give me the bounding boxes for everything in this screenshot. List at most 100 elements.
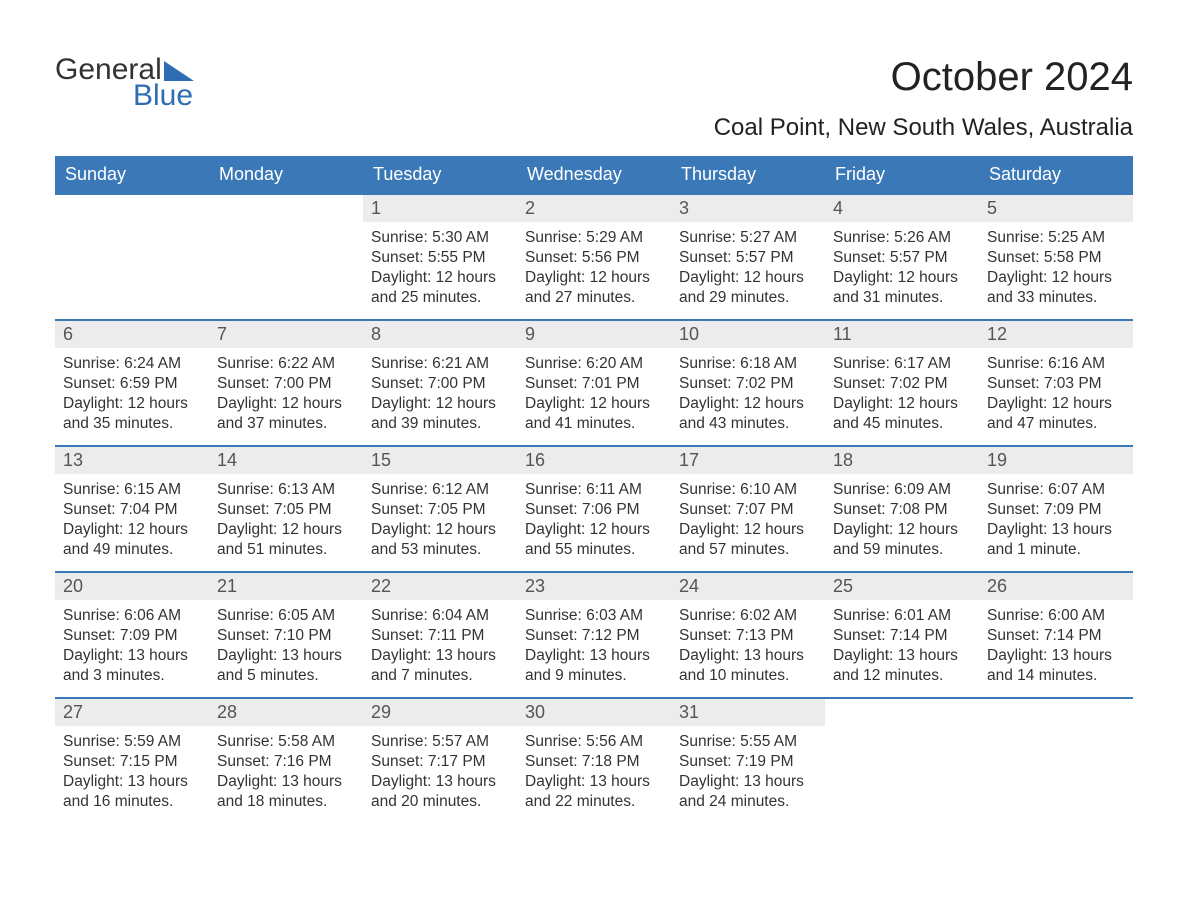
daylight-line1: Daylight: 12 hours — [679, 268, 817, 288]
day-number: 17 — [671, 447, 825, 474]
sunrise-line: Sunrise: 6:09 AM — [833, 480, 971, 500]
days-of-week-header: SundayMondayTuesdayWednesdayThursdayFrid… — [55, 156, 1133, 193]
sunrise-line: Sunrise: 6:12 AM — [371, 480, 509, 500]
daylight-line1: Daylight: 12 hours — [525, 520, 663, 540]
sunset-line: Sunset: 7:08 PM — [833, 500, 971, 520]
sunrise-line: Sunrise: 5:57 AM — [371, 732, 509, 752]
sunrise-line: Sunrise: 6:05 AM — [217, 606, 355, 626]
sunset-line: Sunset: 7:02 PM — [833, 374, 971, 394]
sunrise-line: Sunrise: 6:00 AM — [987, 606, 1125, 626]
daylight-line2: and 9 minutes. — [525, 666, 663, 686]
location-subtitle: Coal Point, New South Wales, Australia — [714, 114, 1133, 142]
day-body: Sunrise: 6:15 AMSunset: 7:04 PMDaylight:… — [55, 474, 209, 569]
sunrise-line: Sunrise: 6:06 AM — [63, 606, 201, 626]
daylight-line1: Daylight: 12 hours — [63, 394, 201, 414]
day-cell — [825, 699, 979, 823]
daylight-line1: Daylight: 13 hours — [217, 646, 355, 666]
brand-triangle-icon — [164, 61, 194, 81]
daylight-line1: Daylight: 12 hours — [371, 268, 509, 288]
day-cell — [979, 699, 1133, 823]
daylight-line2: and 41 minutes. — [525, 414, 663, 434]
day-cell: 27Sunrise: 5:59 AMSunset: 7:15 PMDayligh… — [55, 699, 209, 823]
sunset-line: Sunset: 7:19 PM — [679, 752, 817, 772]
day-body: Sunrise: 6:02 AMSunset: 7:13 PMDaylight:… — [671, 600, 825, 695]
daylight-line1: Daylight: 13 hours — [63, 646, 201, 666]
daylight-line2: and 16 minutes. — [63, 792, 201, 812]
sunset-line: Sunset: 7:00 PM — [371, 374, 509, 394]
sunrise-line: Sunrise: 5:25 AM — [987, 228, 1125, 248]
sunset-line: Sunset: 5:57 PM — [679, 248, 817, 268]
day-cell: 15Sunrise: 6:12 AMSunset: 7:05 PMDayligh… — [363, 447, 517, 571]
sunrise-line: Sunrise: 6:10 AM — [679, 480, 817, 500]
day-number: 30 — [517, 699, 671, 726]
sunrise-line: Sunrise: 6:18 AM — [679, 354, 817, 374]
daylight-line1: Daylight: 12 hours — [679, 394, 817, 414]
daylight-line1: Daylight: 13 hours — [371, 772, 509, 792]
sunset-line: Sunset: 7:00 PM — [217, 374, 355, 394]
day-cell: 17Sunrise: 6:10 AMSunset: 7:07 PMDayligh… — [671, 447, 825, 571]
day-number: 22 — [363, 573, 517, 600]
brand-logo: General Blue — [55, 55, 194, 111]
day-number: 23 — [517, 573, 671, 600]
day-cell: 11Sunrise: 6:17 AMSunset: 7:02 PMDayligh… — [825, 321, 979, 445]
sunset-line: Sunset: 7:13 PM — [679, 626, 817, 646]
daylight-line2: and 35 minutes. — [63, 414, 201, 434]
day-body: Sunrise: 6:05 AMSunset: 7:10 PMDaylight:… — [209, 600, 363, 695]
day-cell: 4Sunrise: 5:26 AMSunset: 5:57 PMDaylight… — [825, 195, 979, 319]
daylight-line1: Daylight: 12 hours — [63, 520, 201, 540]
sunset-line: Sunset: 7:05 PM — [371, 500, 509, 520]
sunrise-line: Sunrise: 6:22 AM — [217, 354, 355, 374]
sunrise-line: Sunrise: 6:17 AM — [833, 354, 971, 374]
sunset-line: Sunset: 5:57 PM — [833, 248, 971, 268]
dow-cell: Saturday — [979, 156, 1133, 193]
day-number: 1 — [363, 195, 517, 222]
sunset-line: Sunset: 7:16 PM — [217, 752, 355, 772]
daylight-line2: and 37 minutes. — [217, 414, 355, 434]
daylight-line2: and 39 minutes. — [371, 414, 509, 434]
day-body: Sunrise: 6:24 AMSunset: 6:59 PMDaylight:… — [55, 348, 209, 443]
day-body: Sunrise: 6:09 AMSunset: 7:08 PMDaylight:… — [825, 474, 979, 569]
day-body: Sunrise: 6:06 AMSunset: 7:09 PMDaylight:… — [55, 600, 209, 695]
daylight-line2: and 57 minutes. — [679, 540, 817, 560]
day-number: 21 — [209, 573, 363, 600]
dow-cell: Sunday — [55, 156, 209, 193]
daylight-line1: Daylight: 12 hours — [371, 394, 509, 414]
day-number: 18 — [825, 447, 979, 474]
daylight-line2: and 18 minutes. — [217, 792, 355, 812]
day-number: 20 — [55, 573, 209, 600]
daylight-line1: Daylight: 12 hours — [833, 394, 971, 414]
day-number: 24 — [671, 573, 825, 600]
daylight-line2: and 29 minutes. — [679, 288, 817, 308]
day-cell: 16Sunrise: 6:11 AMSunset: 7:06 PMDayligh… — [517, 447, 671, 571]
daylight-line1: Daylight: 13 hours — [987, 646, 1125, 666]
sunrise-line: Sunrise: 6:20 AM — [525, 354, 663, 374]
day-body: Sunrise: 6:10 AMSunset: 7:07 PMDaylight:… — [671, 474, 825, 569]
daylight-line1: Daylight: 12 hours — [525, 268, 663, 288]
day-number: 13 — [55, 447, 209, 474]
sunset-line: Sunset: 7:17 PM — [371, 752, 509, 772]
day-number: 5 — [979, 195, 1133, 222]
daylight-line2: and 12 minutes. — [833, 666, 971, 686]
sunset-line: Sunset: 7:09 PM — [987, 500, 1125, 520]
sunset-line: Sunset: 7:02 PM — [679, 374, 817, 394]
daylight-line2: and 45 minutes. — [833, 414, 971, 434]
day-cell: 18Sunrise: 6:09 AMSunset: 7:08 PMDayligh… — [825, 447, 979, 571]
day-number: 4 — [825, 195, 979, 222]
calendar-body: 1Sunrise: 5:30 AMSunset: 5:55 PMDaylight… — [55, 193, 1133, 823]
daylight-line1: Daylight: 13 hours — [679, 646, 817, 666]
sunrise-line: Sunrise: 6:03 AM — [525, 606, 663, 626]
sunset-line: Sunset: 7:15 PM — [63, 752, 201, 772]
sunrise-line: Sunrise: 6:16 AM — [987, 354, 1125, 374]
sunset-line: Sunset: 7:14 PM — [987, 626, 1125, 646]
day-cell: 19Sunrise: 6:07 AMSunset: 7:09 PMDayligh… — [979, 447, 1133, 571]
sunrise-line: Sunrise: 6:13 AM — [217, 480, 355, 500]
sunrise-line: Sunrise: 5:56 AM — [525, 732, 663, 752]
day-cell: 12Sunrise: 6:16 AMSunset: 7:03 PMDayligh… — [979, 321, 1133, 445]
daylight-line2: and 20 minutes. — [371, 792, 509, 812]
daylight-line2: and 3 minutes. — [63, 666, 201, 686]
daylight-line2: and 7 minutes. — [371, 666, 509, 686]
day-number: 15 — [363, 447, 517, 474]
day-number: 3 — [671, 195, 825, 222]
daylight-line1: Daylight: 13 hours — [525, 772, 663, 792]
daylight-line2: and 22 minutes. — [525, 792, 663, 812]
